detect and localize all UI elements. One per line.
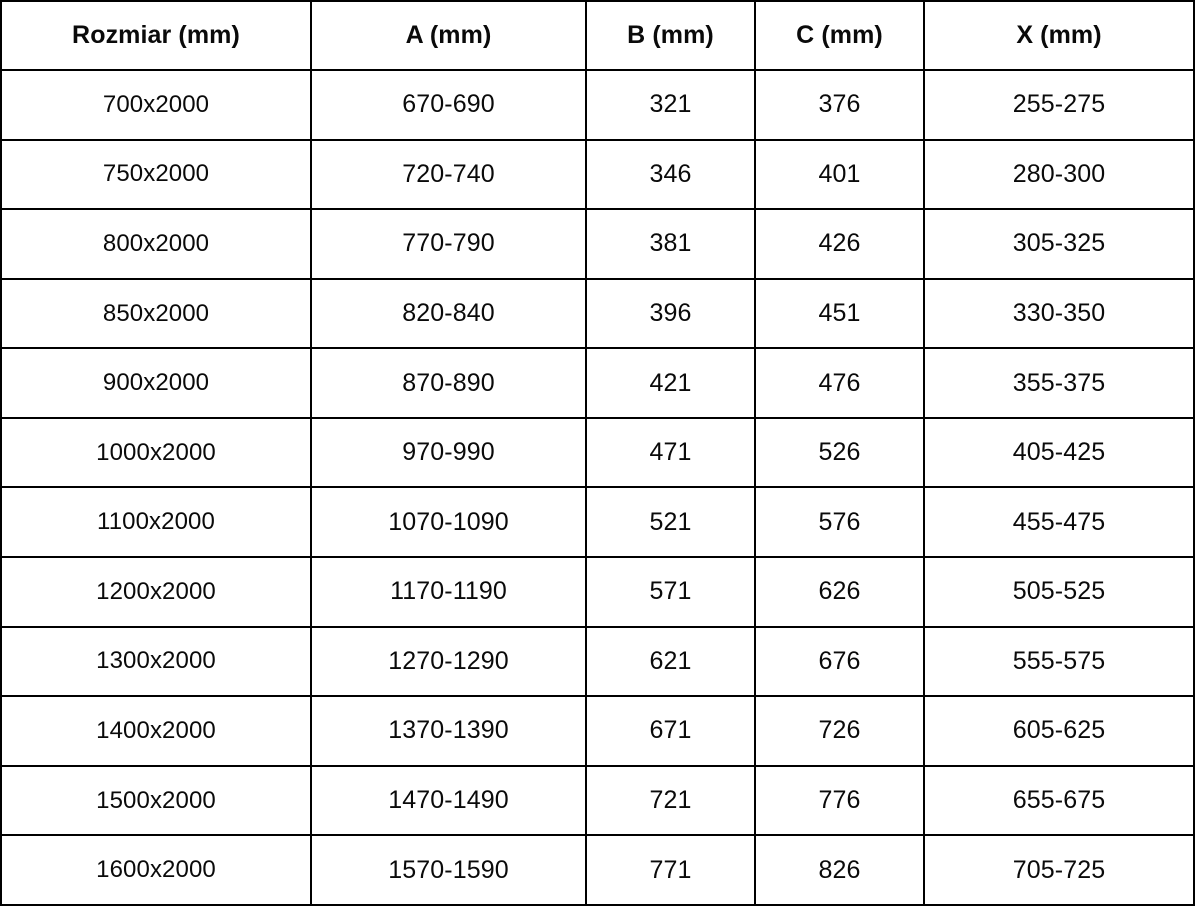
cell-x: 555-575 [923, 625, 1195, 698]
cell-a: 1370-1390 [310, 695, 587, 767]
cell-b: 521 [585, 486, 756, 559]
cell-c: 376 [754, 69, 925, 141]
cell-c: 776 [754, 764, 925, 837]
cell-b: 621 [585, 625, 756, 698]
cell-x: 305-325 [923, 208, 1195, 280]
table-row: 700x2000 670-690 321 376 255-275 [0, 69, 1195, 141]
cell-b: 396 [585, 277, 756, 350]
table-row: 800x2000 770-790 381 426 305-325 [0, 208, 1195, 280]
table-row: 1000x2000 970-990 471 526 405-425 [0, 416, 1195, 489]
table-row: 1100x2000 1070-1090 521 576 455-475 [0, 486, 1195, 559]
cell-x: 280-300 [923, 138, 1195, 211]
cell-c: 676 [754, 625, 925, 698]
cell-b: 346 [585, 138, 756, 211]
table-header: Rozmiar (mm) A (mm) B (mm) C (mm) X (mm) [0, 0, 1195, 71]
cell-b: 671 [585, 695, 756, 767]
cell-x: 330-350 [923, 277, 1195, 350]
header-row: Rozmiar (mm) A (mm) B (mm) C (mm) X (mm) [0, 0, 1195, 71]
column-header-c: C (mm) [754, 0, 925, 71]
cell-size: 1600x2000 [0, 834, 312, 906]
cell-a: 670-690 [310, 69, 587, 141]
cell-x: 455-475 [923, 486, 1195, 559]
cell-c: 576 [754, 486, 925, 559]
table-row: 1200x2000 1170-1190 571 626 505-525 [0, 556, 1195, 628]
cell-c: 451 [754, 277, 925, 350]
cell-x: 655-675 [923, 764, 1195, 837]
table-row: 1300x2000 1270-1290 621 676 555-575 [0, 625, 1195, 698]
table-row: 850x2000 820-840 396 451 330-350 [0, 277, 1195, 350]
cell-size: 1000x2000 [0, 416, 312, 489]
cell-a: 1270-1290 [310, 625, 587, 698]
cell-x: 405-425 [923, 416, 1195, 489]
cell-x: 505-525 [923, 556, 1195, 628]
cell-a: 870-890 [310, 347, 587, 419]
cell-size: 750x2000 [0, 138, 312, 211]
table-row: 750x2000 720-740 346 401 280-300 [0, 138, 1195, 211]
cell-a: 1470-1490 [310, 764, 587, 837]
cell-c: 401 [754, 138, 925, 211]
cell-size: 800x2000 [0, 208, 312, 280]
cell-size: 1300x2000 [0, 625, 312, 698]
cell-c: 476 [754, 347, 925, 419]
table-body: 700x2000 670-690 321 376 255-275 750x2000 720-… [0, 69, 1195, 906]
table-row: 1500x2000 1470-1490 721 776 655-675 [0, 764, 1195, 837]
cell-b: 771 [585, 834, 756, 906]
cell-b: 421 [585, 347, 756, 419]
cell-a: 1570-1590 [310, 834, 587, 906]
cell-size: 1400x2000 [0, 695, 312, 767]
cell-a: 770-790 [310, 208, 587, 280]
cell-size: 1500x2000 [0, 764, 312, 837]
cell-c: 426 [754, 208, 925, 280]
cell-c: 726 [754, 695, 925, 767]
cell-b: 381 [585, 208, 756, 280]
table-row: 1400x2000 1370-1390 671 726 605-625 [0, 695, 1195, 767]
cell-size: 850x2000 [0, 277, 312, 350]
cell-c: 526 [754, 416, 925, 489]
cell-b: 721 [585, 764, 756, 837]
column-header-x: X (mm) [923, 0, 1195, 71]
cell-b: 321 [585, 69, 756, 141]
cell-a: 970-990 [310, 416, 587, 489]
cell-size: 1100x2000 [0, 486, 312, 559]
column-header-size: Rozmiar (mm) [0, 0, 312, 71]
cell-a: 720-740 [310, 138, 587, 211]
cell-a: 1070-1090 [310, 486, 587, 559]
cell-b: 571 [585, 556, 756, 628]
cell-x: 355-375 [923, 347, 1195, 419]
column-header-a: A (mm) [310, 0, 587, 71]
cell-size: 1200x2000 [0, 556, 312, 628]
cell-size: 700x2000 [0, 69, 312, 141]
cell-c: 826 [754, 834, 925, 906]
table-row: 1600x2000 1570-1590 771 826 705-725 [0, 834, 1195, 906]
cell-x: 705-725 [923, 834, 1195, 906]
cell-b: 471 [585, 416, 756, 489]
cell-a: 820-840 [310, 277, 587, 350]
table-row: 900x2000 870-890 421 476 355-375 [0, 347, 1195, 419]
cell-x: 255-275 [923, 69, 1195, 141]
cell-c: 626 [754, 556, 925, 628]
cell-size: 900x2000 [0, 347, 312, 419]
cell-a: 1170-1190 [310, 556, 587, 628]
column-header-b: B (mm) [585, 0, 756, 71]
cell-x: 605-625 [923, 695, 1195, 767]
